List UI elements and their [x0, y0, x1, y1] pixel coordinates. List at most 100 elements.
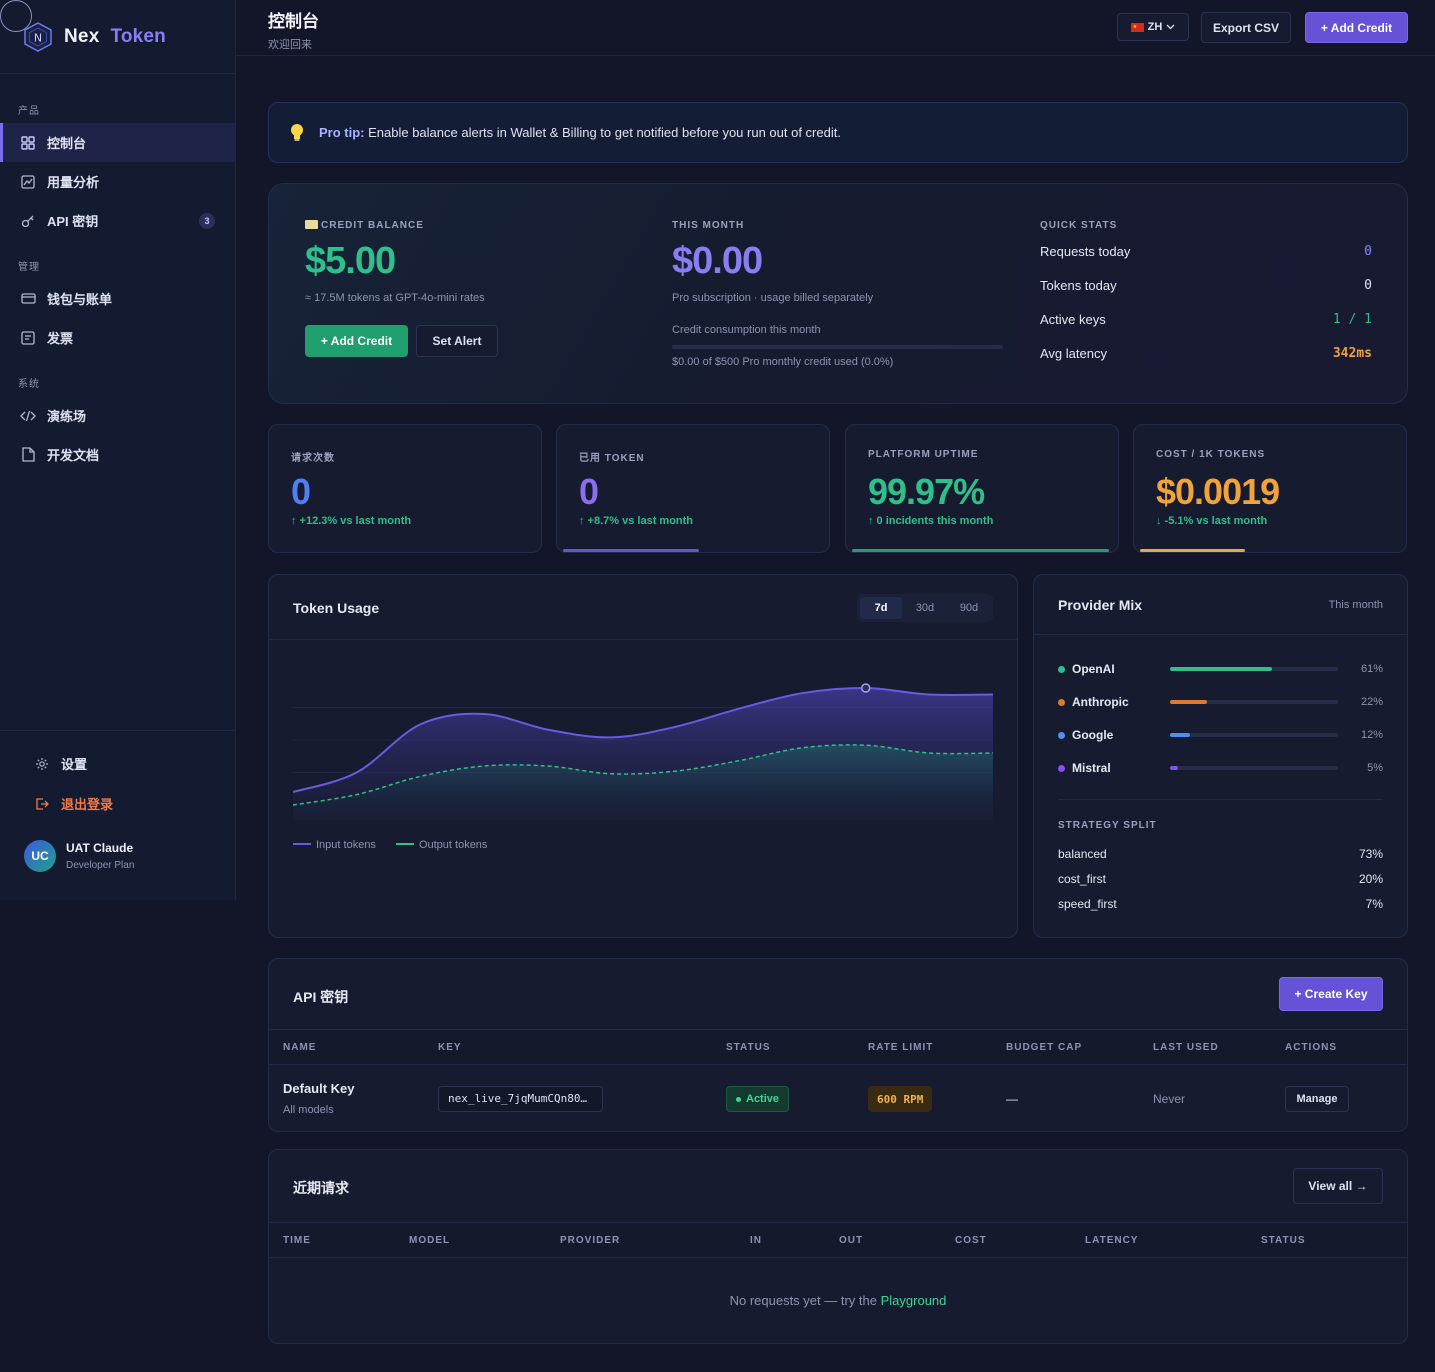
sidebar-footer [0, 730, 235, 731]
provider-pct: 22% [1360, 696, 1383, 708]
stat-delta: ↑ 0 incidents this month [868, 515, 994, 527]
sidebar-item-playground[interactable]: 演练场 [0, 396, 235, 435]
provider-bar [1170, 733, 1338, 737]
sidebar-item-dashboard[interactable]: 控制台 [0, 123, 235, 162]
create-key-button[interactable]: + Create Key [1279, 977, 1383, 1011]
set-alert-button[interactable]: Set Alert [416, 325, 498, 357]
column-header: LATENCY [1085, 1235, 1139, 1246]
recent-requests-card: 近期请求 View all → TIME MODEL PROVIDER IN O… [268, 1149, 1408, 1344]
playground-link[interactable]: Playground [880, 1293, 947, 1308]
lightbulb-icon [289, 123, 305, 146]
stat-value: $0.0019 [1156, 471, 1280, 512]
flag-icon: ★ [1130, 22, 1144, 32]
quick-stats: Requests today 0 Tokens today 0 Active k… [1040, 244, 1372, 380]
provider-pct: 61% [1360, 663, 1383, 675]
credit-balance-label: CREDIT BALANCE [305, 220, 424, 231]
logout-label: 退出登录 [61, 797, 114, 812]
provider-dot [1058, 764, 1065, 772]
api-keys-card: API 密钥 + Create Key NAME KEY STATUS RATE… [268, 958, 1408, 1132]
quick-stat-value: 1 / 1 [1332, 312, 1372, 327]
sidebar-item-label: 用量分析 [47, 175, 100, 190]
pro-tip-banner: Pro tip: Enable balance alerts in Wallet… [268, 102, 1408, 163]
sidebar-item-label: API 密钥 [47, 214, 99, 229]
settings-link[interactable]: 设置 [14, 744, 235, 783]
key-icon [20, 213, 36, 229]
quick-stat-name: Avg latency [1040, 346, 1107, 361]
strategy-split-label: STRATEGY SPLIT [1058, 820, 1157, 831]
sidebar-item-label: 发票 [47, 331, 74, 346]
consumption-progress [672, 345, 1003, 349]
provider-mix-period: This month [1328, 599, 1383, 611]
brand[interactable]: N Nex Token [0, 0, 235, 74]
section-label-product: 产品 [18, 106, 40, 117]
column-header: BUDGET CAP [1006, 1042, 1083, 1053]
stat-label: 请求次数 [291, 453, 335, 464]
doc-icon [20, 447, 36, 463]
provider-pct: 12% [1360, 729, 1383, 741]
provider-name: Anthropic [1072, 695, 1129, 709]
recent-requests-title: 近期请求 [293, 1180, 349, 1196]
range-90d[interactable]: 90d [959, 602, 979, 614]
credit-balance-note: ≈ 17.5M tokens at GPT-4o-mini rates [305, 292, 485, 304]
grid-icon [20, 135, 36, 151]
cursor-ring [0, 0, 32, 32]
chart-hover-point [860, 683, 871, 693]
last-used: Never [1153, 1092, 1186, 1106]
export-csv-button[interactable]: Export CSV [1201, 12, 1291, 43]
logo-letter: N [34, 31, 42, 44]
stat-card-cost: COST / 1K TOKENS $0.0019 ↓ -5.1% vs last… [1133, 424, 1407, 553]
column-header: IN [750, 1235, 762, 1246]
this-month-value: $0.00 [672, 240, 763, 282]
view-all-button[interactable]: View all → [1293, 1168, 1383, 1204]
invoice-icon [20, 330, 36, 346]
quick-stat-name: Active keys [1040, 312, 1106, 327]
user-plan: Developer Plan [66, 860, 135, 871]
sidebar-item-usage[interactable]: 用量分析 [0, 162, 235, 201]
provider-mix-title: Provider Mix [1058, 597, 1143, 613]
stat-accent-bar [1140, 549, 1245, 552]
consumption-note: $0.00 of $500 Pro monthly credit used (0… [672, 356, 894, 368]
stat-value: 0 [579, 471, 599, 512]
sidebar-item-wallet[interactable]: 钱包与账单 [0, 279, 235, 318]
series-line-1 [293, 744, 993, 806]
sidebar-item-api-keys[interactable]: API 密钥 3 [0, 201, 235, 240]
legend-output: Output tokens [395, 839, 487, 851]
provider-dot [1058, 665, 1065, 673]
token-usage-chart [293, 683, 993, 820]
key-scope: All models [283, 1104, 334, 1116]
sidebar-item-docs[interactable]: 开发文档 [0, 435, 235, 474]
provider-mix-card: Provider Mix This month OpenAI 61% Anthr… [1033, 574, 1408, 938]
count-badge: 3 [199, 212, 215, 229]
provider-dot [1058, 731, 1065, 739]
user-profile[interactable]: UC UAT Claude Developer Plan [24, 840, 134, 872]
avatar: UC [24, 840, 56, 872]
card-icon [305, 220, 318, 229]
key-name: Default Key [283, 1081, 355, 1096]
sidebar-item-invoices[interactable]: 发票 [0, 318, 235, 357]
this-month-note: Pro subscription · usage billed separate… [672, 292, 874, 304]
manage-button[interactable]: Manage [1285, 1086, 1349, 1112]
add-credit-header-button[interactable]: + Add Credit [1305, 12, 1408, 43]
language-selector[interactable]: ★ ZH [1117, 13, 1189, 41]
stat-delta: ↑ +8.7% vs last month [579, 515, 694, 527]
token-usage-title: Token Usage [293, 600, 380, 616]
sidebar: N Nex Token 产品 控制台 用量分析 API 密钥 [0, 0, 236, 900]
provider-bar [1170, 766, 1338, 770]
column-header: ACTIONS [1285, 1042, 1337, 1053]
column-header: COST [955, 1235, 987, 1246]
key-value[interactable]: nex_live_7jqMumCQn80… [438, 1086, 603, 1112]
legend-input: Input tokens [293, 839, 376, 851]
range-30d[interactable]: 30d [915, 602, 935, 614]
column-header: PROVIDER [560, 1235, 621, 1246]
provider-name: Mistral [1072, 761, 1111, 775]
sidebar-item-label: 演练场 [47, 409, 87, 424]
logout-link[interactable]: 退出登录 [14, 784, 235, 823]
add-credit-button[interactable]: + Add Credit [305, 325, 408, 357]
chart-icon [20, 174, 36, 190]
api-keys-header-row: NAME KEY STATUS RATE LIMIT BUDGET CAP LA… [269, 1029, 1407, 1065]
range-7d[interactable]: 7d [860, 597, 902, 619]
chart-legend: Input tokens Output tokens [293, 839, 487, 851]
code-icon [20, 408, 36, 424]
provider-pct: 5% [1367, 762, 1383, 774]
quick-stat-value: 0 [1364, 244, 1372, 259]
